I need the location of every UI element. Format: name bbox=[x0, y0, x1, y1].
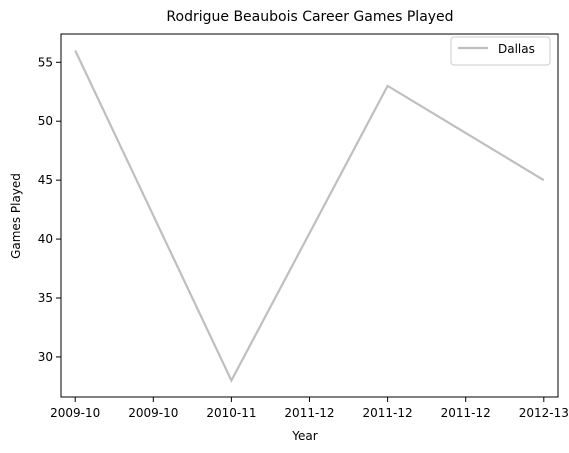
plot-frame bbox=[60, 33, 559, 398]
x-axis: 2009-10 2009-10 2010-11 2011-12 2011-12 2011-… bbox=[50, 397, 569, 420]
series-line-0 bbox=[74, 50, 545, 383]
x-tick-label: 2009-10 bbox=[128, 406, 178, 420]
x-axis-label: Year bbox=[291, 429, 317, 443]
chart-title: Rodrigue Beaubois Career Games Played bbox=[166, 9, 453, 25]
y-tick-label: 55 bbox=[38, 55, 53, 69]
y-tick-label: 35 bbox=[38, 291, 53, 305]
x-tick-label: 2011-12 bbox=[284, 406, 334, 420]
legend-label-dallas: Dallas bbox=[498, 42, 535, 56]
y-tick-label: 50 bbox=[38, 114, 53, 128]
x-tick-label: 2012-13 bbox=[519, 406, 569, 420]
x-tick-label: 2009-10 bbox=[50, 406, 100, 420]
x-tick-label: 2011-12 bbox=[363, 406, 413, 420]
y-tick-label: 45 bbox=[38, 173, 53, 187]
y-tick-label: 40 bbox=[38, 232, 53, 246]
plot-area bbox=[74, 50, 545, 383]
legend-box bbox=[450, 36, 551, 66]
x-tick-label: 2011-12 bbox=[441, 406, 491, 420]
y-tick-label: 30 bbox=[38, 350, 53, 364]
legend: Dallas bbox=[450, 36, 551, 66]
y-axis-label: Games Played bbox=[9, 173, 23, 259]
y-axis: 30 35 40 45 50 55 bbox=[38, 55, 61, 364]
x-tick-label: 2010-11 bbox=[206, 406, 256, 420]
